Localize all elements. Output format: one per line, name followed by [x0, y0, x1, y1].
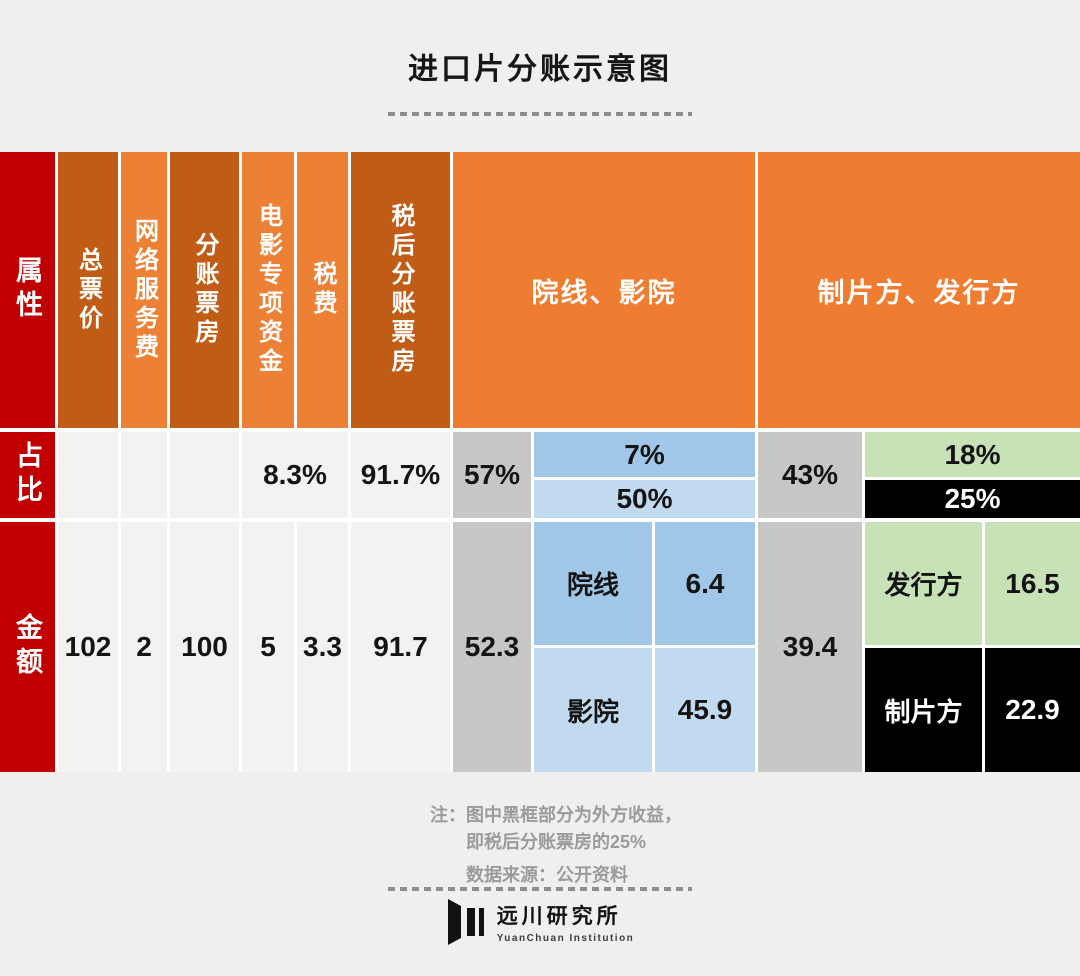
- cell-label-cinema: 影院: [534, 648, 652, 772]
- yuanchuan-bars-icon: [447, 899, 484, 945]
- cell-amount-special-fund: 5: [242, 522, 294, 772]
- cell-proportion-special-fund-tax: 8.3%: [242, 432, 348, 518]
- cell-proportion-chain-cinema-stack: 7% 50%: [534, 432, 755, 518]
- cell-amount-producer-total: 39.4: [758, 522, 862, 772]
- footer-dashed-divider: [388, 887, 692, 891]
- row-header-attribute: 属性: [0, 152, 55, 428]
- col-header-producer-group: 制片方、发行方: [758, 152, 1080, 428]
- cell-amount-network-fee: 2: [121, 522, 167, 772]
- row-header-amount: 金额: [0, 522, 55, 772]
- cell-amount-cinema-total: 52.3: [453, 522, 531, 772]
- row-header-proportion: 占比: [0, 432, 55, 518]
- logo-subtitle: YuanChuan Institution: [496, 933, 635, 944]
- revenue-split-table: 属性 总票价 网络服务费 分账票房 电影专项资金 税费 税后分账票房 院线、影院…: [0, 152, 1080, 772]
- cell-amount-distributor-producer-group: 发行方 16.5 制片方 22.9: [865, 522, 1080, 772]
- col-header-tax: 税费: [297, 152, 348, 428]
- col-header-network-service-fee: 网络服务费: [121, 152, 167, 428]
- cell-proportion-producer-share-foreign: 25%: [865, 480, 1080, 518]
- cell-label-producer-foreign: 制片方: [865, 648, 982, 772]
- cell-amount-distributor: 16.5: [985, 522, 1080, 645]
- row-header-amount-label: 金额: [12, 613, 42, 681]
- cell-proportion-total-ticket-empty: [58, 432, 118, 518]
- cell-label-chain: 院线: [534, 522, 652, 645]
- cell-amount-producer-foreign: 22.9: [985, 648, 1080, 772]
- cell-proportion-cinema-share: 50%: [534, 480, 755, 518]
- footnote-line1: 注：图中黑框部分为外方收益，: [430, 805, 682, 825]
- yuanchuan-logo: 远川研究所 YuanChuan Institution: [0, 899, 1080, 945]
- col-header-total-ticket-price: 总票价: [58, 152, 118, 428]
- col-header-after-tax-box-office: 税后分账票房: [351, 152, 450, 428]
- data-source-note: 数据来源：公开资料: [466, 865, 628, 885]
- cell-label-distributor: 发行方: [865, 522, 982, 645]
- cell-proportion-distributor-share: 18%: [865, 432, 1080, 477]
- row-header-proportion-label: 占比: [12, 441, 42, 509]
- page-title: 进口片分账示意图: [408, 53, 672, 86]
- cell-proportion-distributor-producer-stack: 18% 25%: [865, 432, 1080, 518]
- cell-proportion-chain-share: 7%: [534, 432, 755, 477]
- footnote-block: 注：图中黑框部分为外方收益， 即税后分账票房的25% 数据来源：公开资料: [430, 802, 682, 889]
- logo-text-block: 远川研究所 YuanChuan Institution: [497, 900, 635, 944]
- cell-proportion-network-fee-empty: [121, 432, 167, 518]
- footnote-line2: 即税后分账票房的25%: [466, 832, 647, 852]
- title-dashed-divider: [388, 112, 692, 116]
- col-header-film-special-fund: 电影专项资金: [242, 152, 294, 428]
- col-header-cinema-group: 院线、影院: [453, 152, 755, 428]
- cell-amount-splittable: 100: [170, 522, 239, 772]
- logo-name: 远川研究所: [496, 905, 622, 928]
- cell-proportion-cinema-total: 57%: [453, 432, 531, 518]
- cell-proportion-splittable-empty: [170, 432, 239, 518]
- col-header-splittable-box-office: 分账票房: [170, 152, 239, 428]
- cell-proportion-after-tax: 91.7%: [351, 432, 450, 518]
- cell-amount-after-tax: 91.7: [351, 522, 450, 772]
- cell-amount-chain: 6.4: [655, 522, 755, 645]
- cell-amount-total-ticket: 102: [58, 522, 118, 772]
- cell-amount-chain-cinema-group: 院线 6.4 影院 45.9: [534, 522, 755, 772]
- row-header-attribute-label: 属性: [12, 256, 42, 324]
- cell-amount-cinema: 45.9: [655, 648, 755, 772]
- cell-proportion-producer-total: 43%: [758, 432, 862, 518]
- cell-amount-tax: 3.3: [297, 522, 348, 772]
